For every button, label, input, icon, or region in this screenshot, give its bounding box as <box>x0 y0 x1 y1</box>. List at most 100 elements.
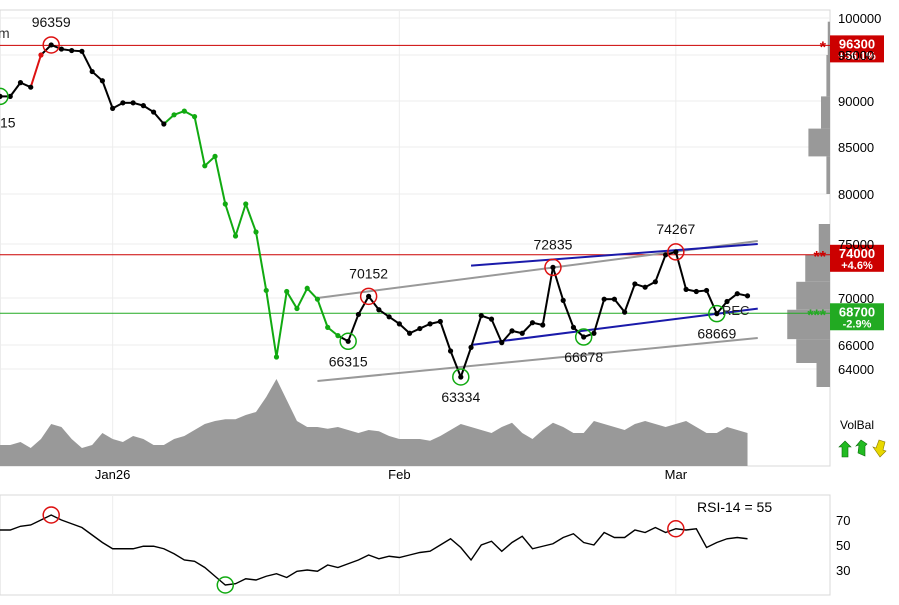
volume-profile-bar <box>827 21 830 55</box>
price-point <box>550 264 556 270</box>
level-tag <box>830 35 884 63</box>
swing-high-marker <box>544 258 562 277</box>
price-point <box>683 286 689 292</box>
level-stars: *** <box>807 307 826 324</box>
trend-channel-line <box>470 307 758 346</box>
price-point <box>663 252 669 258</box>
volume-profile-bar <box>818 224 830 255</box>
price-segment <box>296 287 309 310</box>
volume-profile-bar <box>808 128 830 157</box>
volume-profile-bar <box>826 55 830 97</box>
swing-label: 15 <box>0 114 16 130</box>
price-segment <box>449 350 462 378</box>
x-tick-label: Feb <box>388 467 410 482</box>
price-segment <box>265 290 278 358</box>
price-point <box>427 321 433 327</box>
price-segment <box>224 203 237 237</box>
y-tick-label: 66000 <box>838 338 874 353</box>
level-value: 68700 <box>839 304 875 319</box>
price-point <box>161 121 167 127</box>
price-point <box>581 334 587 340</box>
price-segment <box>562 299 575 328</box>
price-segment <box>592 298 606 334</box>
price-point <box>202 163 208 169</box>
price-point <box>17 80 24 86</box>
price-point <box>488 316 495 322</box>
price-point <box>89 68 95 75</box>
price-point <box>314 296 321 302</box>
y-tick-label: 80000 <box>838 187 874 202</box>
price-point <box>632 281 638 287</box>
level-change: +4.6% <box>841 260 873 272</box>
y-tick-label: 70000 <box>838 291 874 306</box>
price-point <box>253 229 259 235</box>
price-point <box>130 100 136 106</box>
price-point <box>212 153 218 159</box>
price-point <box>232 233 239 239</box>
price-segment <box>316 298 329 328</box>
volume-profile-bar <box>796 281 830 310</box>
price-point <box>140 103 146 109</box>
price-point <box>499 340 505 346</box>
price-point <box>744 293 751 299</box>
price-point <box>355 311 361 318</box>
price-point <box>407 330 413 336</box>
price-point <box>376 307 382 313</box>
price-segment <box>552 267 565 301</box>
price-point <box>273 354 280 360</box>
level-change: +36.1% <box>838 50 876 62</box>
price-segment <box>234 203 247 237</box>
price-point <box>622 309 628 315</box>
price-point <box>243 201 249 207</box>
price-point <box>79 48 85 54</box>
swing-low-marker <box>452 368 470 386</box>
swing-label: 72835 <box>533 236 572 252</box>
y-tick-label: 64000 <box>838 362 874 377</box>
rsi-line <box>0 514 748 586</box>
price-segment <box>470 315 483 348</box>
swing-label: 66678 <box>564 349 603 365</box>
main-plot-frame <box>0 9 831 467</box>
price-point <box>437 318 443 325</box>
price-point <box>693 288 699 295</box>
y-tick-label: 95000 <box>838 48 874 63</box>
price-point <box>478 313 484 319</box>
price-point <box>325 324 331 330</box>
price-point <box>714 311 720 317</box>
price-segment <box>214 156 227 205</box>
swing-low-marker <box>574 328 593 346</box>
price-point <box>171 112 177 118</box>
trend-channel-line <box>317 336 758 382</box>
trend-channel-line <box>470 243 758 267</box>
price-point <box>284 288 290 295</box>
price-segment <box>101 80 114 109</box>
price-point <box>222 201 228 207</box>
price-point <box>191 114 198 120</box>
price-point <box>99 78 105 84</box>
price-point <box>69 47 75 54</box>
price-point <box>0 93 3 99</box>
price-point <box>468 344 474 350</box>
x-tick-label: Mar <box>665 467 688 482</box>
price-point <box>724 298 730 305</box>
swing-label: 74267 <box>656 221 695 237</box>
price-point <box>345 338 351 344</box>
swing-label: 96359 <box>32 14 71 30</box>
volbal-label: VolBal <box>840 418 874 432</box>
swing-low-marker <box>0 87 9 106</box>
level-change: -2.9% <box>843 318 872 330</box>
price-segment <box>623 283 636 313</box>
volbal-arrows <box>838 439 887 458</box>
price-point <box>703 287 710 294</box>
price-point <box>519 330 525 336</box>
y-tick-label: 100000 <box>838 11 881 26</box>
price-segment <box>275 291 288 358</box>
price-point <box>601 296 607 302</box>
price-point <box>58 46 65 52</box>
price-segment <box>285 291 298 310</box>
price-point <box>591 330 597 336</box>
price-segment <box>81 50 94 73</box>
rec-label: REC <box>722 303 749 318</box>
price-segment <box>152 111 165 125</box>
volume-profile-bar <box>787 309 830 340</box>
